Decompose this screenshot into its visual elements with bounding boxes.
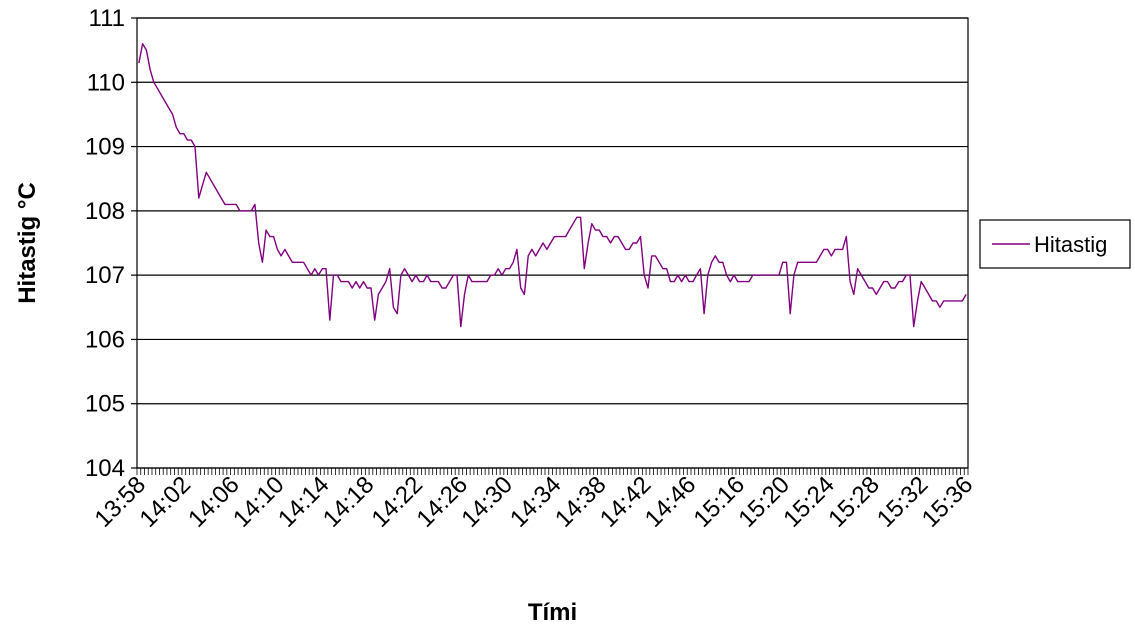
x-tick-label-15: 15:24 (778, 471, 840, 533)
x-tick-label-3: 14:10 (228, 471, 290, 533)
x-tick-label-1: 14:02 (134, 471, 196, 533)
legend-label: Hitastig (1034, 232, 1107, 257)
x-axis-title: Tími (528, 599, 577, 626)
x-tick-labels: 13:5814:0214:0614:1014:1414:1814:2214:26… (90, 471, 979, 533)
plot-area-frame (136, 17, 969, 469)
gridlines (137, 17, 968, 469)
x-tick-label-11: 14:42 (595, 471, 657, 533)
x-minor-ticks (136, 468, 969, 475)
x-tick-label-4: 14:14 (273, 471, 335, 533)
legend: Hitastig (979, 219, 1131, 269)
y-tick-label-6: 110 (87, 69, 125, 96)
x-tick-label-12: 14:46 (640, 471, 702, 533)
x-tick-label-9: 14:34 (505, 471, 567, 533)
y-tick-label-4: 108 (85, 198, 125, 225)
y-tick-label-7: 111 (89, 5, 125, 32)
x-tick-label-16: 15:28 (823, 471, 885, 533)
x-tick-label-2: 14:06 (183, 471, 245, 533)
x-tick-label-14: 15:20 (733, 471, 795, 533)
y-axis-title: Hitastig °C (14, 182, 41, 304)
x-tick-label-7: 14:26 (411, 471, 473, 533)
y-tick-label-2: 106 (85, 326, 125, 353)
y-tick-labels: 104 105 106 107 108 109 110 111 (85, 5, 137, 482)
y-tick-label-5: 109 (85, 134, 125, 161)
y-tick-label-1: 105 (85, 391, 125, 418)
legend-box (979, 219, 1131, 269)
x-tick-label-5: 14:18 (318, 471, 380, 533)
x-tick-label-6: 14:22 (367, 471, 429, 533)
x-tick-label-17: 15:32 (872, 471, 934, 533)
y-tick-label-3: 107 (85, 262, 125, 289)
y-tick-label-0: 104 (85, 455, 125, 482)
x-tick-label-13: 15:16 (688, 471, 750, 533)
x-tick-label-10: 14:38 (550, 471, 612, 533)
series-line-hitastig (138, 43, 967, 328)
series-layer (138, 43, 967, 328)
x-tick-label-8: 14:30 (456, 471, 518, 533)
x-tick-label-18: 15:36 (917, 471, 979, 533)
